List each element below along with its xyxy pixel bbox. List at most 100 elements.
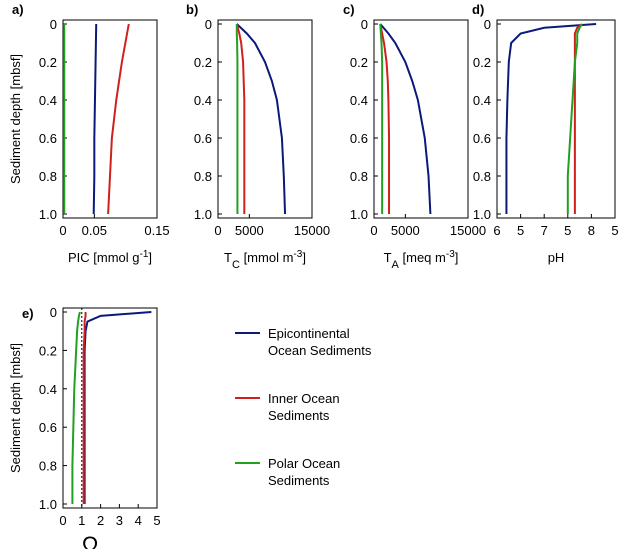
x-axis-label-part: calcite [98,547,138,549]
x-axis-label-part: T [384,250,392,265]
x-axis-label: Ωcalcite [82,532,138,549]
data-line [235,23,246,214]
x-axis-label-part: -1 [139,249,148,260]
x-axis-label: pH [548,250,565,265]
y-tick-label: 0 [50,305,57,320]
y-tick-label: 0 [205,17,212,32]
data-line [83,311,152,504]
y-tick-label: 1.0 [473,207,491,222]
y-tick-label: 0.2 [194,55,212,70]
data-line [71,311,81,504]
x-tick-label: 5000 [391,223,420,238]
x-tick-label: 8 [588,223,595,238]
y-tick-label: 0.2 [473,55,491,70]
plot-frame [496,19,616,219]
panel-label: b) [186,2,198,17]
x-axis-label: TC [mmol m-3] [224,249,306,272]
y-tick-label: 0.6 [39,420,57,435]
y-tick-label: 0.6 [194,131,212,146]
panel-label: d) [472,2,484,17]
x-axis-label-part: ] [455,250,459,265]
data-line [379,23,391,214]
x-tick-label: 15000 [450,223,486,238]
data-line [379,23,384,214]
data-line [505,23,597,214]
y-tick-label: 0.4 [39,93,57,108]
x-axis-label-part: T [224,250,232,265]
y-tick-label: 0.6 [473,131,491,146]
y-tick-label: 0.2 [350,55,368,70]
plot-frame [373,19,469,219]
x-tick-label: 5 [611,223,618,238]
legend-label: Inner Ocean [268,391,340,406]
y-tick-label: 1.0 [350,207,368,222]
y-tick-label: 0 [50,17,57,32]
x-axis-label: PIC [mmol g-1] [68,249,152,266]
x-axis-label-part: Ω [82,532,98,549]
x-tick-label: 7 [541,223,548,238]
y-tick-label: 0.2 [39,343,57,358]
x-tick-label: 4 [135,513,142,528]
y-tick-label: 0.8 [473,169,491,184]
plot-frame [62,19,158,219]
y-axis-label: Sediment depth [mbsf] [8,343,23,473]
data-line [566,23,583,214]
y-tick-label: 1.0 [39,207,57,222]
x-tick-label: 0 [59,223,66,238]
panel-label: e) [22,306,34,321]
legend-label: Ocean Sediments [268,343,372,358]
y-tick-label: 0.8 [39,459,57,474]
panel-label: c) [343,2,355,17]
y-tick-label: 0.8 [194,169,212,184]
y-tick-label: 0.4 [473,93,491,108]
y-tick-label: 0.6 [39,131,57,146]
x-axis-label-part: C [232,259,240,271]
data-line [235,24,239,214]
x-axis-label-part: -3 [446,249,455,260]
x-axis-label-part: -3 [293,249,302,260]
x-axis-label-part: pH [548,250,565,265]
legend-label: Sediments [268,408,330,423]
data-line [92,23,98,215]
x-axis-label-part: PIC [mmol g [68,250,140,265]
x-tick-label: 3 [116,513,123,528]
y-tick-label: 0.8 [350,169,368,184]
y-tick-label: 1.0 [39,497,57,512]
x-tick-label: 0 [370,223,377,238]
x-tick-label: 0 [214,223,221,238]
plot-frame [217,19,313,219]
y-tick-label: 0.4 [39,382,57,397]
legend-label: Sediments [268,473,330,488]
y-tick-label: 0.6 [350,131,368,146]
panel-label: a) [12,2,24,17]
x-axis-label-part: A [392,259,400,271]
x-tick-label: 0.05 [82,223,107,238]
y-tick-label: 0.8 [39,169,57,184]
x-tick-label: 5000 [235,223,264,238]
plot-frame [62,307,158,509]
y-axis-label: Sediment depth [mbsf] [8,54,23,184]
y-tick-label: 0.4 [194,93,212,108]
x-axis-label-part: ] [302,250,306,265]
y-tick-label: 0.4 [350,93,368,108]
legend-label: Epicontinental [268,326,350,341]
x-tick-label: 0 [59,513,66,528]
x-tick-label: 5 [517,223,524,238]
data-line [379,23,432,215]
y-tick-label: 0.2 [39,55,57,70]
x-tick-label: 1 [78,513,85,528]
x-tick-label: 0.15 [144,223,169,238]
y-tick-label: 1.0 [194,207,212,222]
y-tick-label: 0 [361,17,368,32]
data-line [107,23,130,215]
x-tick-label: 5 [153,513,160,528]
x-tick-label: 2 [97,513,104,528]
x-tick-label: 5 [564,223,571,238]
x-axis-label-part: ] [148,250,152,265]
x-axis-label-part: [mmol m [240,250,293,265]
x-axis-label-part: [meq m [399,250,446,265]
x-tick-label: 6 [493,223,500,238]
data-line [236,23,287,215]
y-tick-label: 0 [484,17,491,32]
